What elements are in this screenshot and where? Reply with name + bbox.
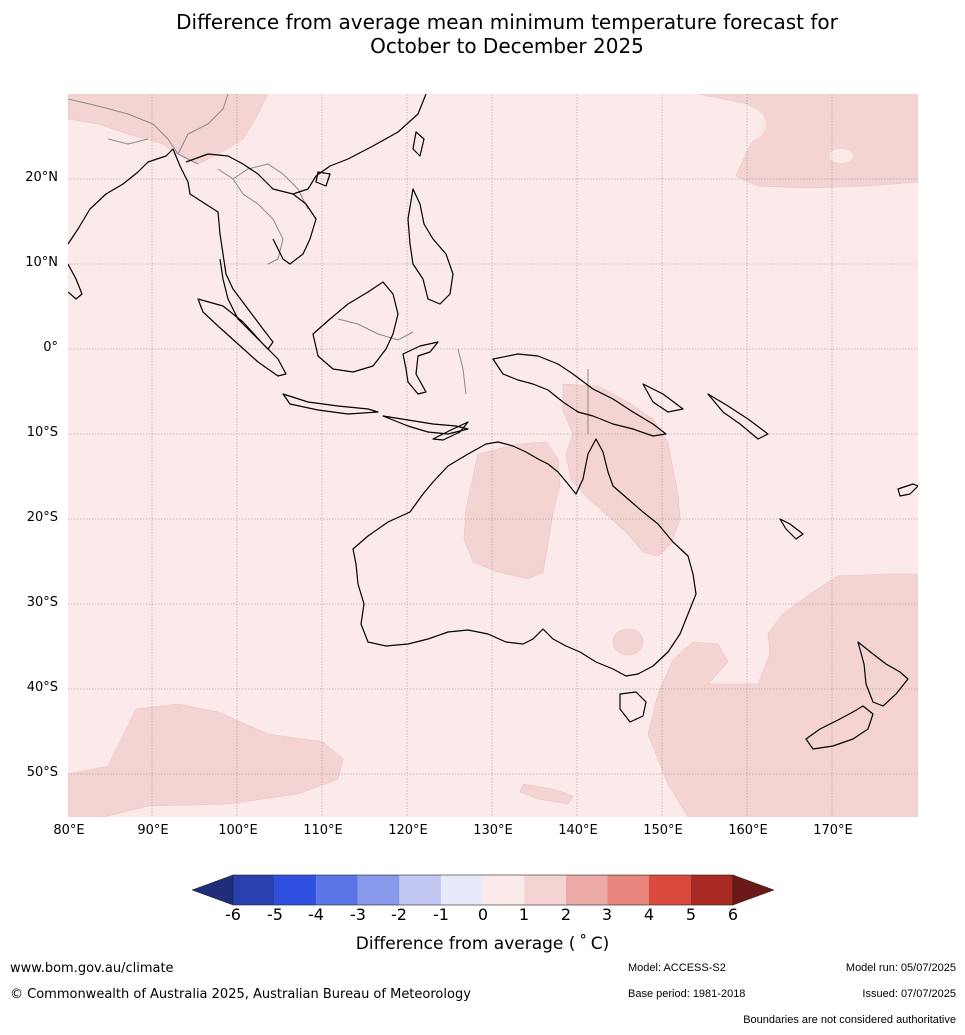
colorbar-tick-m2: -2 xyxy=(391,905,407,924)
colorbar-tick-m6: -6 xyxy=(225,905,241,924)
lon-label-170e: 170°E xyxy=(813,823,853,838)
colorbar-bin-11 xyxy=(649,875,691,905)
colorbar-bin-10 xyxy=(607,875,649,905)
lat-label-20n: 20°N xyxy=(25,170,58,185)
coast-new-britain xyxy=(642,383,684,413)
lon-label-90e: 90°E xyxy=(137,823,169,838)
lon-label-130e: 130°E xyxy=(473,823,513,838)
colorbar-bin-9 xyxy=(565,875,608,905)
colorbar-tick-m5: -5 xyxy=(267,905,283,924)
title-line-2: October to December 2025 xyxy=(370,34,644,58)
colorbar-label: Difference from average ( ˚ C) xyxy=(355,934,610,954)
gridlines xyxy=(68,94,918,817)
coast-vietnam xyxy=(272,193,317,265)
colorbar-bin-3 xyxy=(316,875,358,905)
colorbar-tick-m4: -4 xyxy=(308,905,324,924)
coast-india xyxy=(68,148,174,245)
coastlines xyxy=(68,94,918,750)
footer-base-period: Base period: 1981-2018 xyxy=(628,988,746,1000)
lon-label-140e: 140°E xyxy=(558,823,598,838)
lat-label-40s: 40°S xyxy=(26,680,58,695)
colorbar-bin-8 xyxy=(524,875,566,905)
anomaly-region-nw-australia xyxy=(463,441,561,580)
map-svg xyxy=(68,94,918,817)
colorbar-bin-2 xyxy=(274,875,317,905)
lon-label-100e: 100°E xyxy=(218,823,258,838)
footer-website[interactable]: www.bom.gov.au/climate xyxy=(10,961,174,976)
lat-label-50s: 50°S xyxy=(26,765,58,780)
coast-china xyxy=(185,94,427,195)
coast-solomons xyxy=(707,393,769,440)
anomaly-region-south-small xyxy=(519,783,574,805)
chart-title: Difference from average mean minimum tem… xyxy=(0,10,965,58)
colorbar-tick-1: 1 xyxy=(518,905,530,924)
colorbar-bin-7 xyxy=(482,875,525,905)
coast-java xyxy=(282,393,379,415)
colorbar-tick-6: 6 xyxy=(727,905,739,924)
coast-vanuatu xyxy=(779,518,804,540)
anomaly-region-tasman xyxy=(647,573,918,817)
colorbar-tick-3: 3 xyxy=(601,905,613,924)
coast-myanmar-malaya xyxy=(172,148,274,350)
coast-nz-north xyxy=(857,641,909,707)
coast-new-guinea xyxy=(492,353,667,437)
colorbar-extend-high xyxy=(732,874,774,906)
forecast-map[interactable] xyxy=(68,94,918,817)
anomaly-region-southern-ocean xyxy=(68,703,344,817)
anomaly-region-new-guinea-qld xyxy=(562,383,681,557)
lat-label-0: 0° xyxy=(43,340,58,355)
coast-new-caledonia xyxy=(897,483,918,497)
coast-taiwan xyxy=(412,131,425,157)
colorbar-bin-1 xyxy=(233,875,275,905)
coast-tasmania xyxy=(619,691,647,723)
lon-label-150e: 150°E xyxy=(643,823,683,838)
colorbar xyxy=(192,874,774,906)
coast-philippines xyxy=(407,188,454,305)
lon-label-80e: 80°E xyxy=(53,823,85,838)
lat-label-30s: 30°S xyxy=(26,595,58,610)
colorbar-tick-2: 2 xyxy=(560,905,572,924)
colorbar-tick-0: 0 xyxy=(477,905,489,924)
coast-nz-south xyxy=(805,705,874,750)
title-line-1: Difference from average mean minimum tem… xyxy=(176,10,838,34)
colorbar-frame xyxy=(232,874,734,906)
footer-model-run: Model run: 05/07/2025 xyxy=(845,962,956,974)
colorbar-tick-5: 5 xyxy=(685,905,697,924)
lat-label-20s: 20°S xyxy=(26,510,58,525)
footer-issued: Issued: 07/07/2025 xyxy=(862,988,956,1000)
light-patch-1 xyxy=(829,149,853,163)
light-patch-2 xyxy=(722,106,766,142)
lat-label-10s: 10°S xyxy=(26,425,58,440)
colorbar-tick-m3: -3 xyxy=(350,905,366,924)
coast-hainan xyxy=(315,171,331,187)
lon-label-160e: 160°E xyxy=(728,823,768,838)
footer-copyright: © Commonwealth of Australia 2025, Austra… xyxy=(10,987,471,1002)
colorbar-tick-4: 4 xyxy=(643,905,655,924)
colorbar-tick-m1: -1 xyxy=(433,905,449,924)
lon-label-120e: 120°E xyxy=(388,823,428,838)
footer-disclaimer: Boundaries are not considered authoritat… xyxy=(743,1014,956,1026)
colorbar-bin-12 xyxy=(690,875,733,905)
lat-label-10n: 10°N xyxy=(25,255,58,270)
coast-lesser-sunda xyxy=(382,415,469,435)
lon-label-110e: 110°E xyxy=(303,823,343,838)
coast-timor xyxy=(432,421,469,441)
footer-model: Model: ACCESS-S2 xyxy=(628,962,726,974)
anomaly-regions xyxy=(68,94,918,817)
coast-sulawesi xyxy=(402,341,439,395)
anomaly-region-bass-spot xyxy=(612,628,644,656)
coast-australia xyxy=(352,438,697,677)
coast-sumatra xyxy=(197,298,287,377)
colorbar-bin-5 xyxy=(399,875,441,905)
colorbar-bin-6 xyxy=(441,875,483,905)
coast-borneo xyxy=(312,281,399,373)
colorbar-bin-4 xyxy=(357,875,400,905)
coast-srilanka xyxy=(68,263,83,300)
colorbar-extend-low xyxy=(192,874,234,906)
